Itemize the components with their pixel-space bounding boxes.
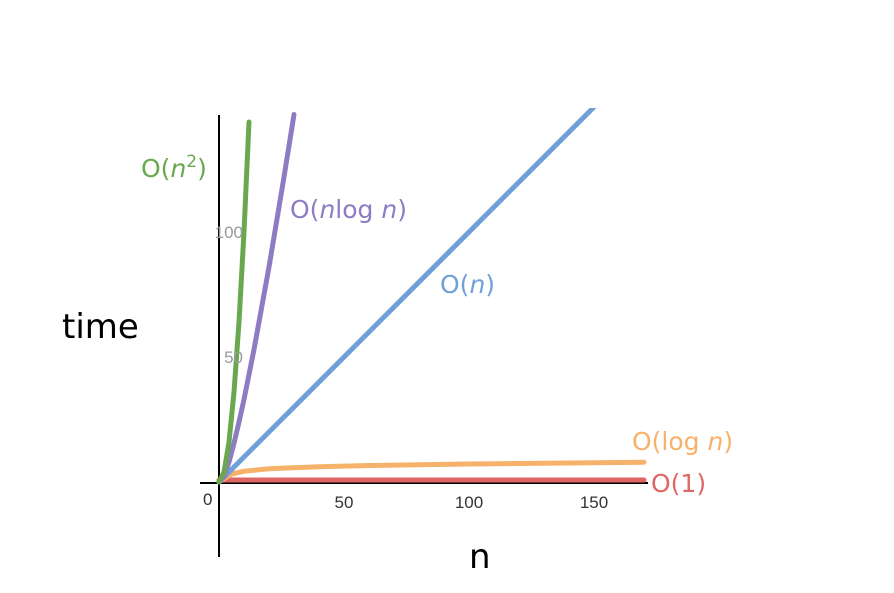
series-label-on: O(n) bbox=[440, 270, 495, 299]
origin-label: 0 bbox=[203, 490, 212, 509]
y-axis-title: time bbox=[62, 307, 139, 347]
curve-labels: O(1) O(log n) O(n) O(nlog n) O(n2) bbox=[141, 152, 733, 498]
tick-labels: 50 100 150 50 100 bbox=[215, 223, 609, 512]
series-line-on bbox=[216, 108, 597, 485]
y-tick-label: 100 bbox=[215, 223, 243, 242]
series-line-on2 bbox=[216, 119, 252, 485]
x-axis-title: n bbox=[469, 537, 491, 577]
y-tick-label: 50 bbox=[224, 348, 243, 367]
series-label-o1: O(1) bbox=[651, 469, 706, 498]
series-label-ologn: O(log n) bbox=[632, 427, 733, 456]
curves bbox=[216, 108, 647, 485]
x-tick-label: 50 bbox=[335, 493, 354, 512]
x-tick-label: 150 bbox=[580, 493, 608, 512]
series-line-ologn bbox=[216, 459, 647, 485]
series-line-onlogn bbox=[216, 112, 297, 485]
x-tick-label: 100 bbox=[455, 493, 483, 512]
series-label-onlogn: O(nlog n) bbox=[290, 195, 407, 224]
series-label-on2: O(n2) bbox=[141, 152, 207, 183]
